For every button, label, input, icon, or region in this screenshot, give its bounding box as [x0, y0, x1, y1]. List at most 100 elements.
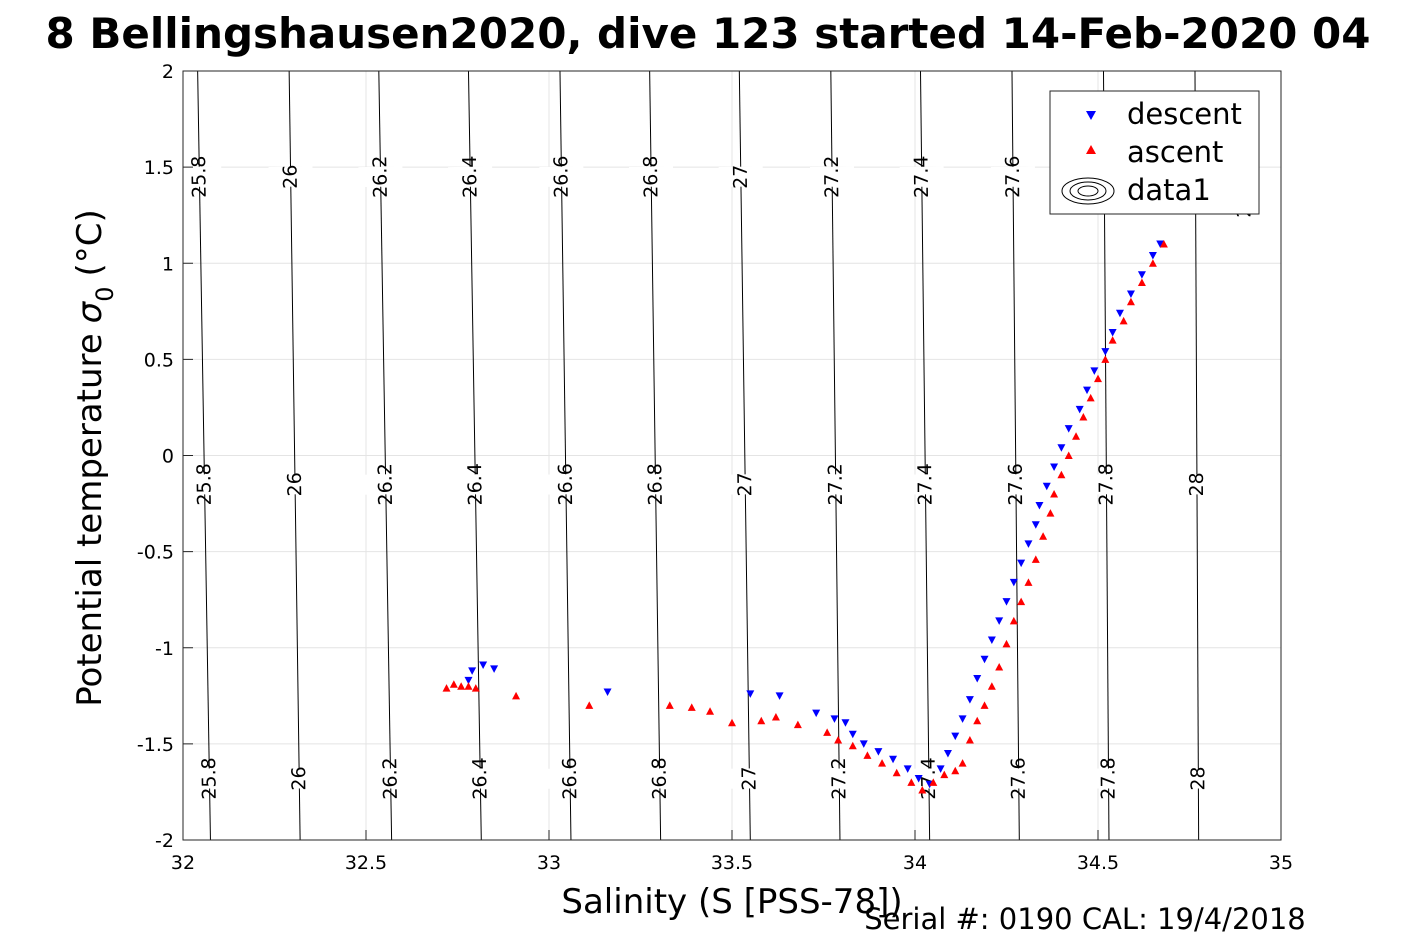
contour-line [738, 71, 751, 840]
ascent-point [1137, 278, 1146, 286]
ascent-point [965, 736, 974, 744]
descent-point [914, 774, 923, 783]
contour-line [378, 71, 393, 840]
ascent-point [951, 766, 960, 775]
ascent-point [793, 720, 802, 729]
contour-labels: 25.8 25.8 25.8 26 26 26 26.2 26.2 26.2 26.4 26.4 26… [177, 155, 1267, 800]
ascent-point [449, 680, 458, 688]
contour-label-bg [539, 166, 584, 188]
contour-line [288, 71, 301, 840]
contour-label-bg [629, 166, 674, 188]
contour-label-bg [268, 166, 313, 188]
y-tick-label: -1 [155, 638, 174, 660]
y-tick-label: -1.5 [137, 734, 174, 756]
legend-descent-marker [1086, 111, 1096, 120]
y-tick-label: 1 [162, 253, 174, 275]
contour-label-bg [543, 474, 589, 495]
contour-label: 28 [1187, 766, 1209, 790]
contour-label: 27.2 [828, 757, 851, 800]
contour-line [649, 71, 662, 840]
ascent-point [878, 759, 887, 767]
contour-label-bg [182, 473, 227, 495]
ascent-point [995, 662, 1004, 671]
y-tick-label: -0.5 [137, 542, 174, 564]
contour-label-bg [363, 473, 408, 495]
contour-label-bg [453, 473, 498, 495]
x-axis-ticks: 32 32.5 33 33.5 34 34.5 35 [171, 830, 1293, 874]
contour-label: 27.8 [1095, 463, 1117, 505]
y-tick-label: 2 [162, 61, 174, 83]
series-ascent [442, 240, 1168, 794]
footer-serial-cal: Serial #: 0190 CAL: 19/4/2018 [864, 902, 1306, 936]
ascent-point [980, 701, 989, 709]
descent-point [841, 719, 850, 727]
contour-label-bg [277, 768, 322, 789]
ascent-point [1046, 509, 1055, 517]
x-tick-label: 33.5 [711, 852, 753, 874]
contour-label: 27.6 [1008, 757, 1030, 800]
contour-label-bg [906, 768, 952, 789]
y-tick-label: 0 [162, 446, 174, 468]
contour-label-bg [990, 166, 1036, 187]
contour-label: 26.2 [374, 463, 397, 506]
x-tick-label: 32 [171, 852, 195, 874]
contour-label-bg [358, 166, 403, 188]
contour-label: 26.8 [648, 757, 671, 800]
contour-line [559, 71, 572, 840]
descent-point [987, 636, 996, 645]
y-axis-label: Potential temperature σ0 (°C) [70, 209, 119, 707]
descent-point [1101, 348, 1110, 356]
ascent-point [940, 770, 949, 779]
descent-point [848, 730, 857, 739]
contour-label-bg [368, 768, 413, 789]
ascent-point [1086, 393, 1095, 402]
descent-point [812, 709, 821, 718]
y-axis-label-unit: (°C) [70, 209, 110, 276]
descent-point [1108, 328, 1117, 337]
descent-point [775, 692, 784, 700]
contour-label-bg [448, 166, 493, 188]
ascent-point [863, 751, 872, 759]
contour-label: 27.4 [914, 463, 937, 506]
legend-box [1049, 90, 1260, 215]
ascent-point [706, 707, 715, 715]
contour-label-bg [547, 768, 593, 789]
descent-point [889, 755, 898, 764]
ascent-point [1101, 355, 1110, 363]
ascent-point [1148, 259, 1157, 267]
contour-label: 26.4 [464, 463, 487, 506]
ascent-point [1002, 639, 1011, 648]
contour-label: 27.2 [824, 463, 847, 506]
x-tick-label: 35 [1269, 852, 1293, 874]
descent-point [830, 715, 839, 723]
ascent-point [1050, 489, 1059, 498]
descent-point [603, 688, 612, 696]
contour-label-bg [458, 768, 503, 789]
contour-label: 26.4 [459, 155, 482, 198]
contour-label-bg [1174, 474, 1220, 495]
contour-label: 26.8 [640, 155, 663, 198]
ascent-point [1039, 532, 1048, 540]
contour-label: 27.8 [1097, 757, 1119, 799]
contour-label-bg [1176, 768, 1221, 789]
y-tick-label: -2 [155, 830, 174, 852]
contour-label-bg [637, 768, 682, 789]
x-tick-label: 32.5 [345, 852, 387, 874]
ascent-point [907, 778, 916, 786]
legend-contour-icon [1061, 177, 1115, 205]
descent-point [1148, 252, 1157, 260]
descent-point [490, 665, 499, 673]
contour-label: 25.8 [198, 757, 221, 800]
ascent-point [512, 691, 521, 700]
ascent-point [958, 759, 967, 767]
legend: descent ascent data1 [1049, 90, 1260, 215]
descent-point [973, 675, 982, 683]
x-tick-label: 33 [537, 852, 561, 874]
contour-label: 26.6 [550, 155, 573, 198]
ascent-point [823, 728, 832, 736]
legend-data1-label: data1 [1127, 173, 1211, 207]
ascent-point [1072, 432, 1081, 440]
ascent-point [442, 684, 451, 692]
contour-label: 26.2 [369, 155, 392, 198]
descent-point [1075, 405, 1084, 414]
